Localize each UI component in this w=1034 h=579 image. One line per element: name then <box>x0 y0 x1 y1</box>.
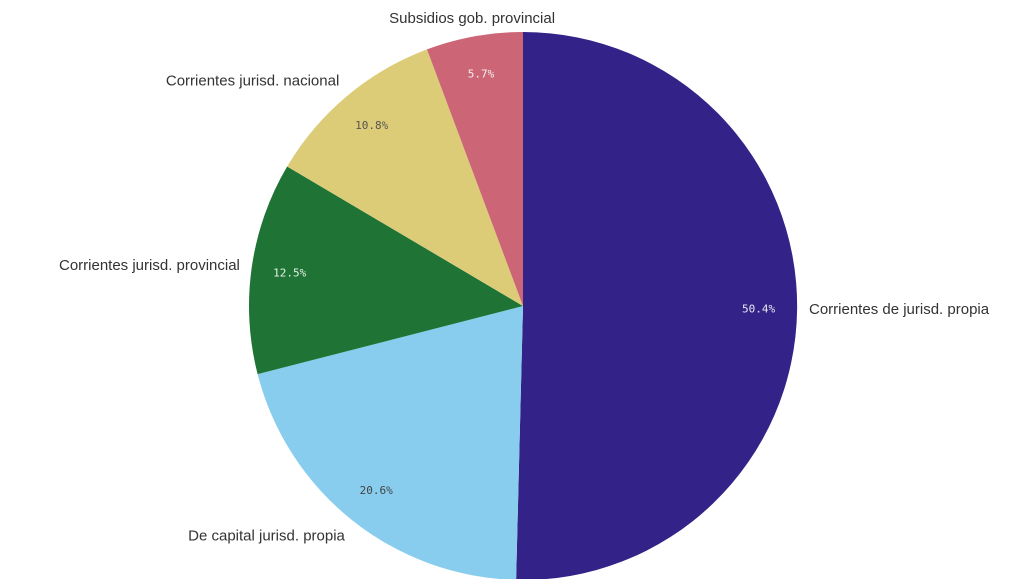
category-label-corrientes-jurisd-nacional: Corrientes jurisd. nacional <box>166 72 339 89</box>
percent-label-corrientes-jurisd-nacional: 10.8% <box>355 119 388 132</box>
percent-label-corrientes-jurisd-provincial: 12.5% <box>273 266 306 279</box>
percent-labels: 50.4% 20.6% 12.5% 10.8% 5.7% <box>273 68 775 497</box>
pie-slice-corrientes-de-jurisd-propia <box>516 32 798 579</box>
pie-slice-de-capital-jurisd-propia <box>257 306 523 579</box>
pie-slices <box>249 32 798 579</box>
percent-label-subsidios-gob-provincial: 5.7% <box>468 68 495 81</box>
percent-label-corrientes-de-jurisd-propia: 50.4% <box>742 303 775 316</box>
pie-slice-subsidios-gob-provincial <box>426 32 523 306</box>
category-label-de-capital-jurisd-propia: De capital jurisd. propia <box>188 527 345 544</box>
percent-label-de-capital-jurisd-propia: 20.6% <box>360 484 393 497</box>
category-labels: Corrientes de jurisd. propia De capital j… <box>59 10 990 544</box>
pie-slice-corrientes-jurisd-nacional <box>287 49 523 306</box>
category-label-corrientes-jurisd-provincial: Corrientes jurisd. provincial <box>59 257 240 274</box>
category-label-subsidios-gob-provincial: Subsidios gob. provincial <box>389 10 555 27</box>
category-label-corrientes-de-jurisd-propia: Corrientes de jurisd. propia <box>809 301 990 318</box>
pie-slice-corrientes-jurisd-provincial <box>249 166 523 375</box>
